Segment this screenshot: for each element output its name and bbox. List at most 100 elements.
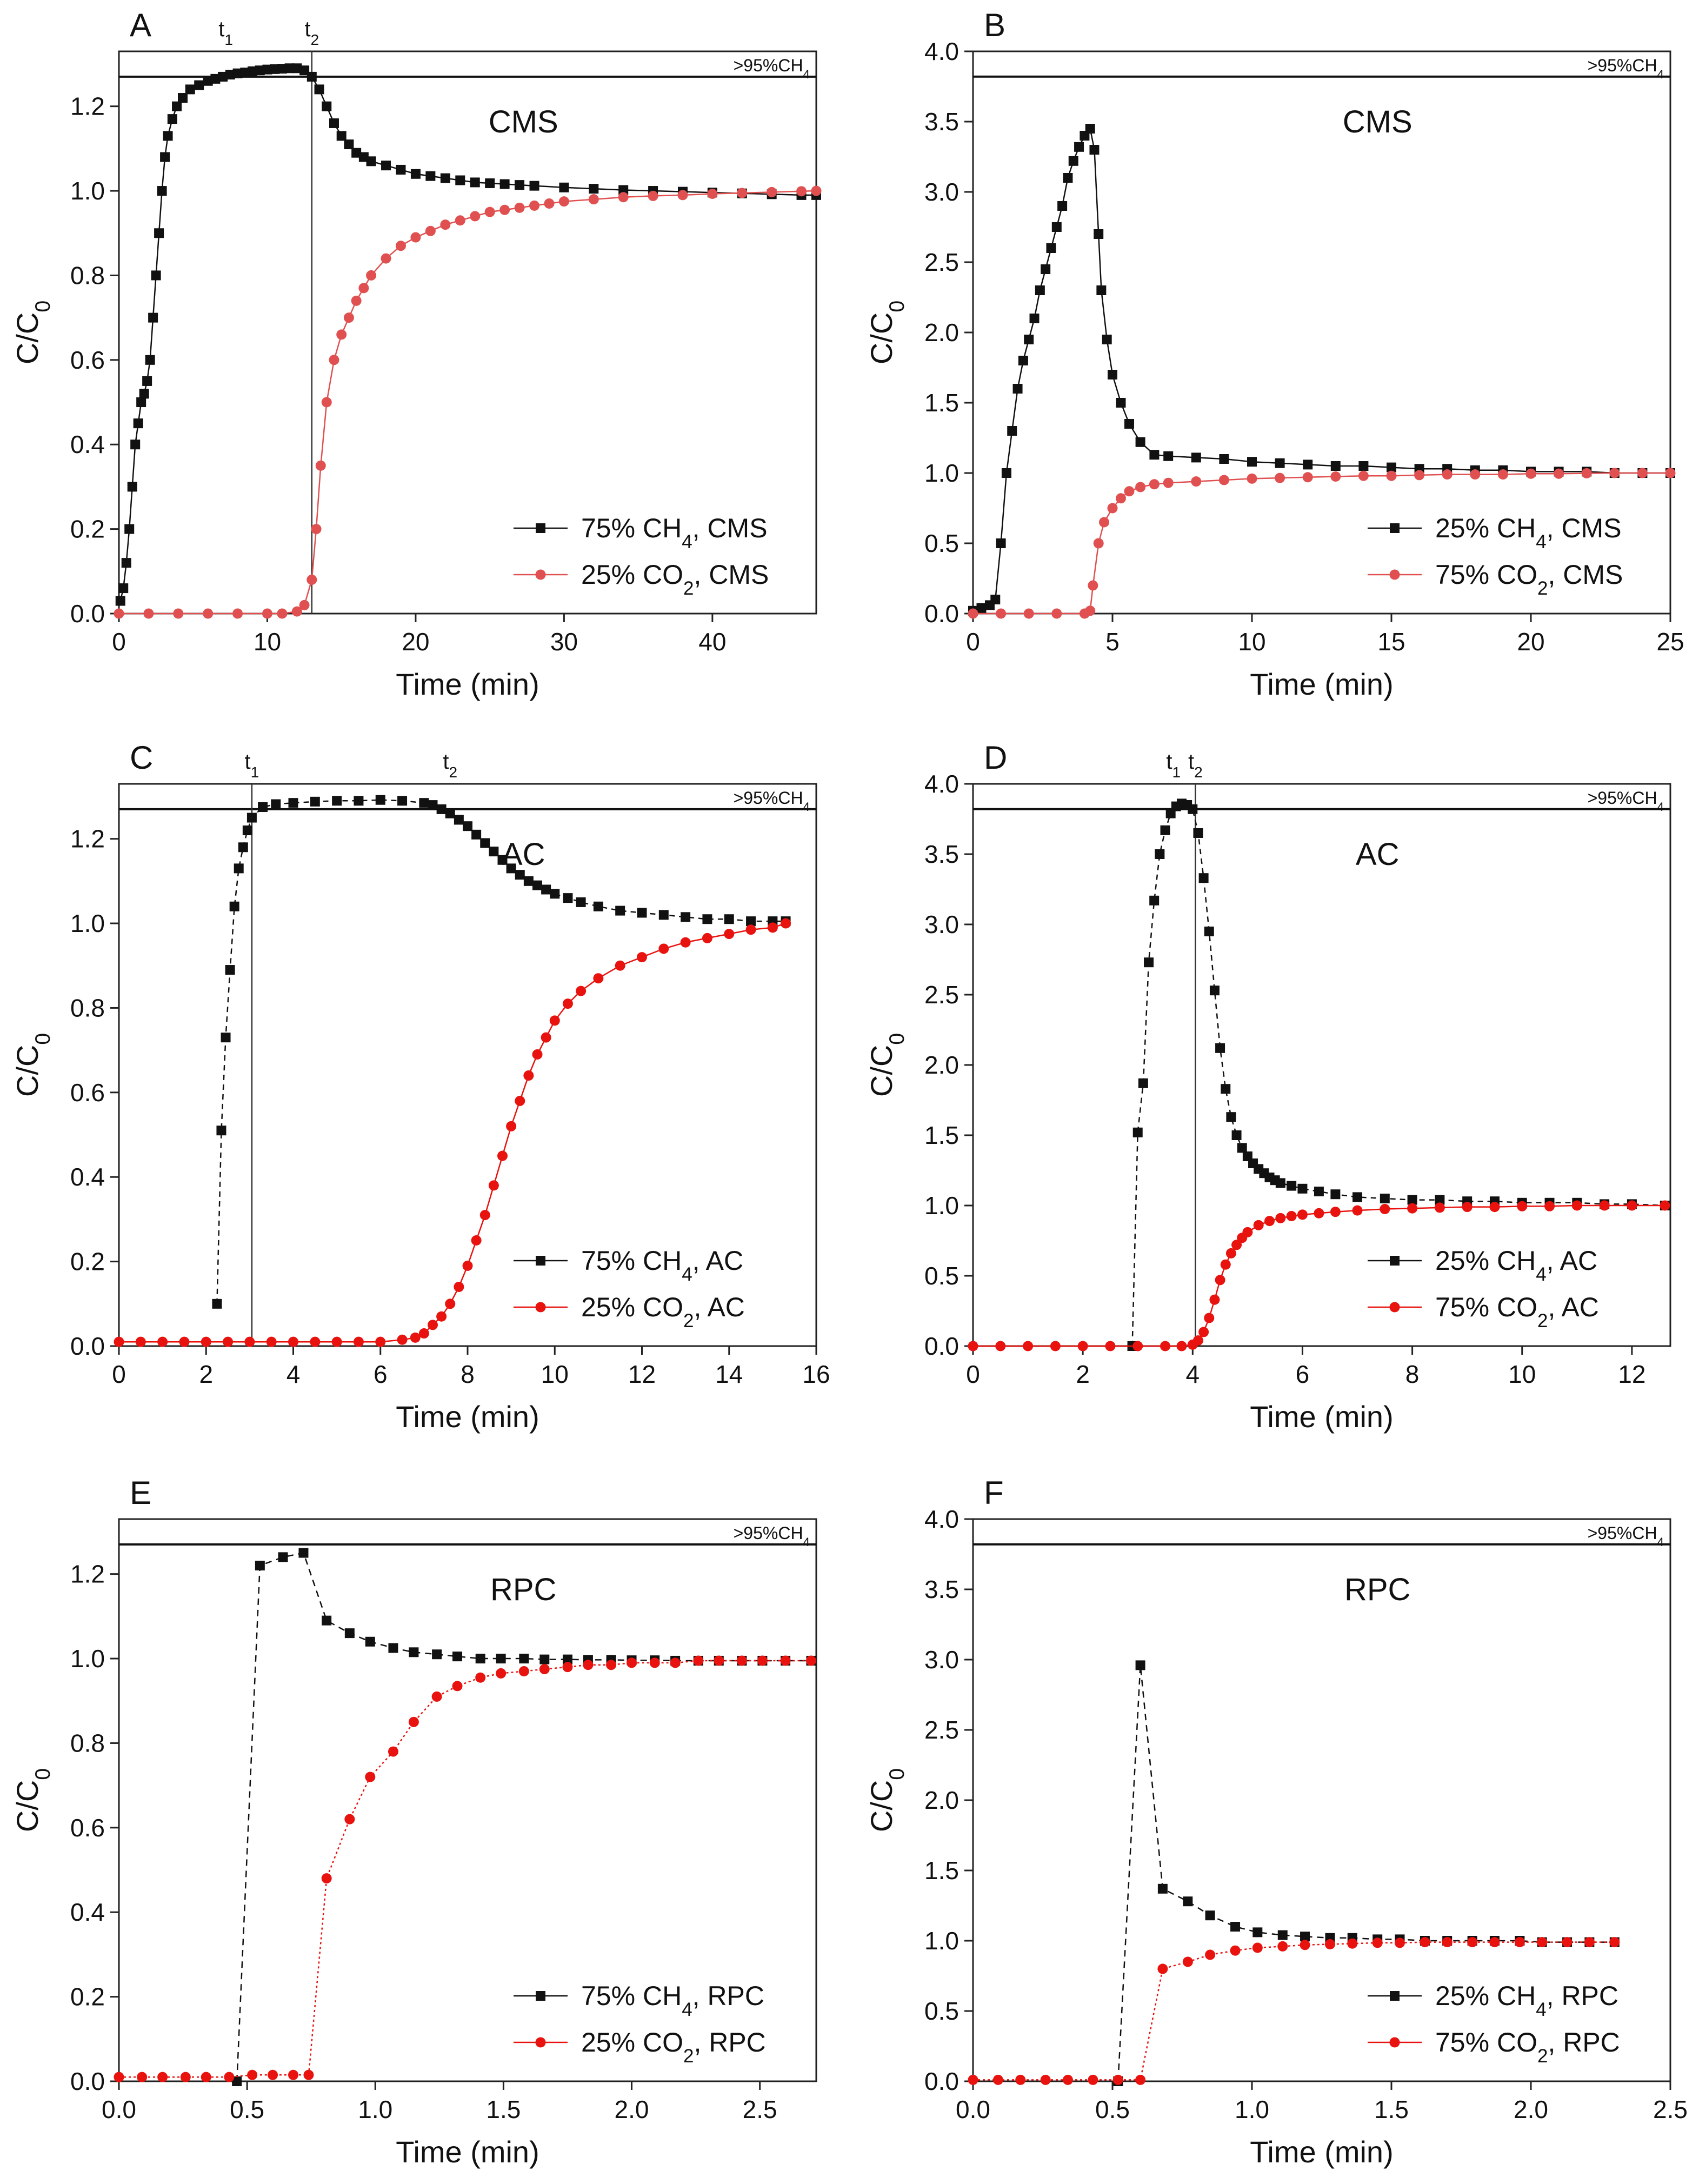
data-point: [1099, 517, 1110, 528]
y-tick-label: 1.2: [70, 825, 105, 853]
data-point: [425, 171, 436, 181]
data-point: [431, 1691, 442, 1702]
data-point: [1132, 1341, 1143, 1351]
y-tick-label: 1.0: [924, 1927, 959, 1955]
legend: 75% CH4, RPC 25% CO2, RPC: [514, 1981, 766, 2067]
material-label: RPC: [1344, 1572, 1410, 1607]
panel-letter: B: [984, 7, 1005, 43]
data-point: [702, 933, 712, 943]
series-line: [973, 1204, 1665, 1347]
data-point: [157, 2072, 168, 2082]
data-point: [1007, 426, 1017, 436]
panel-letter: F: [984, 1475, 1004, 1511]
data-point: [1489, 1202, 1500, 1213]
data-point: [1041, 264, 1051, 274]
y-axis-title: C/C0: [10, 1768, 55, 1832]
data-point: [496, 1668, 507, 1679]
data-point: [232, 608, 243, 619]
panel-d: 0 2 4 6 8 10 12 0.0 0.5 1.0 1.5 2.0 2.5 3.0 3.5 4.0 Time…: [864, 740, 1671, 1434]
threshold-label: >95%CH4: [734, 788, 810, 814]
data-point: [637, 952, 647, 963]
data-point: [670, 1657, 681, 1668]
y-tick-label: 0.6: [70, 346, 105, 374]
data-point: [288, 798, 298, 808]
y-axis-title-group: C/C0: [10, 1768, 55, 1832]
y-tick-label: 1.2: [70, 92, 105, 121]
data-point: [563, 893, 573, 903]
y-tick-label: 0.0: [70, 2067, 105, 2095]
data-point: [238, 842, 248, 853]
material-label: RPC: [490, 1572, 556, 1607]
data-point: [593, 973, 604, 984]
data-point: [388, 1746, 398, 1757]
data-point: [1093, 538, 1104, 549]
data-point: [1160, 825, 1170, 835]
y-tick-label: 0.6: [70, 1814, 105, 1842]
data-point: [1176, 1341, 1187, 1351]
y-tick-label: 2.5: [924, 1716, 959, 1744]
data-point: [452, 1652, 463, 1662]
y-axis-title: C/C0: [10, 301, 55, 364]
y-tick-label: 0.0: [70, 1332, 105, 1360]
data-point: [1102, 335, 1112, 344]
legend-label: 75% CO2, CMS: [1435, 560, 1623, 599]
data-point: [452, 1681, 463, 1692]
data-point: [1467, 1937, 1478, 1948]
data-point: [1023, 608, 1034, 619]
data-point: [288, 1336, 298, 1347]
data-point: [499, 204, 510, 215]
data-point: [990, 595, 1001, 604]
data-point: [1068, 156, 1078, 166]
data-point: [1330, 461, 1341, 471]
data-point: [1149, 895, 1160, 905]
data-point: [1442, 1937, 1453, 1948]
data-point: [1286, 1211, 1297, 1221]
threshold-label: >95%CH4: [734, 1523, 810, 1549]
legend-label: 25% CO2, RPC: [581, 2027, 766, 2067]
data-point: [562, 998, 573, 1009]
x-tick-label: 12: [1618, 1360, 1645, 1388]
data-point: [515, 180, 525, 190]
data-point: [1387, 462, 1396, 472]
x-axis-title: Time (min): [1250, 667, 1393, 701]
data-point: [409, 1647, 419, 1657]
data-point: [445, 808, 455, 818]
data-point: [649, 1657, 660, 1668]
data-point: [484, 207, 495, 217]
data-point: [1209, 1294, 1220, 1305]
data-point: [148, 312, 158, 323]
data-point: [135, 1336, 146, 1347]
series-co2: [114, 1655, 817, 2082]
data-point: [515, 870, 525, 880]
legend-label: 75% CH4, RPC: [581, 1981, 764, 2020]
data-point: [968, 2074, 978, 2085]
legend-label: 25% CO2, AC: [581, 1292, 745, 1331]
y-tick-label: 0.5: [924, 529, 959, 557]
threshold-label: >95%CH4: [1588, 788, 1664, 814]
data-point: [1088, 2074, 1098, 2085]
data-point: [1287, 1181, 1297, 1191]
data-point: [224, 2072, 235, 2082]
data-point: [681, 912, 691, 922]
y-tick-label: 2.0: [924, 1051, 959, 1079]
data-point: [1230, 1945, 1241, 1956]
y-tick-label: 4.0: [924, 770, 959, 798]
series-line: [216, 799, 786, 1304]
data-point: [1089, 145, 1100, 155]
data-point: [1571, 1200, 1582, 1211]
data-point: [995, 1341, 1006, 1351]
y-tick-label: 2.0: [924, 1786, 959, 1814]
data-point: [137, 2072, 148, 2082]
data-point: [388, 1643, 398, 1653]
y-tick-label: 0.8: [70, 1729, 105, 1757]
data-point: [1124, 419, 1134, 429]
data-point: [1275, 1178, 1285, 1188]
data-point: [1330, 1189, 1341, 1200]
data-point: [593, 901, 603, 911]
data-point: [606, 1660, 617, 1670]
y-tick-label: 1.0: [924, 459, 959, 487]
data-point: [588, 194, 599, 205]
data-point: [225, 965, 235, 975]
data-point: [1247, 473, 1257, 484]
y-axis-title: C/C0: [864, 1033, 909, 1097]
